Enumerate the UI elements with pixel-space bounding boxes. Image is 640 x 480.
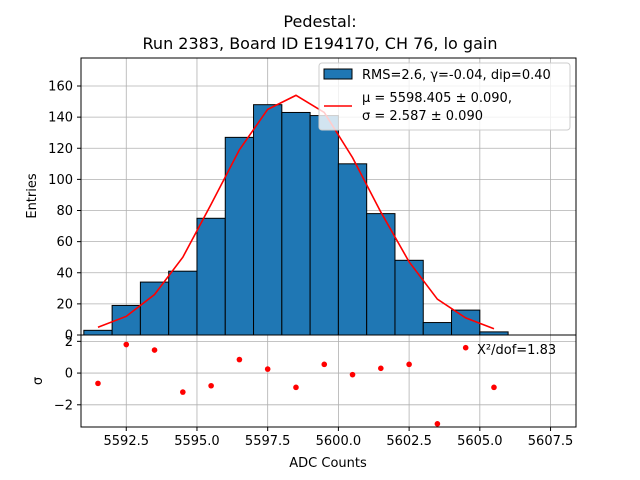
histogram-y-tick-label-1: 20 (56, 297, 73, 312)
residual-point-10 (378, 365, 384, 372)
x-axis-label: ADC Counts (289, 456, 367, 471)
x-tick-label-4: 5602.5 (386, 434, 432, 449)
histogram-bar-4 (196, 217, 226, 336)
histogram-y-tick-label-3: 60 (56, 235, 73, 250)
legend-histogram-label: RMS=2.6, γ=-0.04, dip=0.40 (362, 68, 551, 83)
histogram-y-tick-label-2: 40 (56, 266, 73, 281)
histogram-y-tick-label-7: 140 (48, 111, 73, 126)
residual-point-12 (434, 421, 441, 427)
histogram-y-tick-label-8: 160 (48, 80, 73, 95)
residual-y-axis-label: σ (31, 377, 46, 385)
histogram-y-tick-label-0: 0 (65, 329, 73, 344)
residual-y-ticks: −2 0 2 (54, 335, 81, 413)
histogram-bar-12 (422, 322, 453, 336)
residual-point-7 (293, 384, 299, 391)
residual-point-1 (123, 341, 130, 348)
histogram-bar-11 (394, 259, 424, 336)
x-tick-label-5: 5605.0 (457, 434, 503, 449)
histogram-bar-7 (281, 111, 311, 336)
residual-y-tick-label-0: −2 (54, 398, 73, 413)
residual-y-tick-label-2: 2 (65, 335, 73, 350)
residual-point-4 (208, 382, 214, 389)
residual-point-5 (236, 356, 243, 363)
x-tick-label-3: 5600.0 (316, 434, 362, 449)
residual-y-tick-label-1: 0 (65, 367, 73, 382)
histogram-bar-5 (224, 136, 255, 336)
residual-gridlines (81, 335, 576, 427)
histogram-bars (83, 104, 509, 336)
residual-point-6 (264, 366, 271, 372)
legend-box (318, 62, 571, 131)
legend-histogram-swatch (323, 68, 353, 80)
chart-title-line2: Run 2383, Board ID E194170, CH 76, lo ga… (143, 34, 498, 53)
histogram-y-tick-label-6: 120 (48, 142, 73, 157)
residual-point-2 (151, 347, 158, 353)
residual-point-14 (491, 384, 497, 391)
histogram-bar-2 (139, 281, 170, 336)
x-tick-label-1: 5595.0 (174, 434, 220, 449)
residual-point-3 (180, 389, 186, 395)
legend: RMS=2.6, γ=-0.04, dip=0.40 μ = 5598.405 … (318, 62, 571, 131)
residual-points (95, 341, 497, 427)
histogram-bar-13 (451, 309, 481, 336)
histogram-bar-8 (309, 115, 339, 336)
histogram-y-ticks: 0 20 40 60 80 100 120 140 160 (48, 80, 81, 344)
residual-point-11 (406, 361, 412, 368)
residual-axes-frame (80, 334, 577, 428)
residual-point-9 (349, 371, 356, 378)
histogram-y-axis-label: Entries (25, 173, 40, 219)
histogram-y-tick-label-4: 80 (56, 204, 73, 219)
legend-fit-label-line2: σ = 2.587 ± 0.090 (362, 109, 483, 124)
chi2-annotation: X²/dof=1.83 (477, 343, 556, 358)
residual-point-0 (95, 380, 101, 387)
gaussian-fit-line (97, 94, 495, 330)
x-tick-label-2: 5597.5 (245, 434, 291, 449)
histogram-y-tick-label-5: 100 (48, 173, 73, 188)
histogram-bar-9 (337, 163, 368, 336)
chart-title-line1: Pedestal: (283, 12, 356, 31)
x-tick-label-0: 5592.5 (104, 434, 150, 449)
histogram-bar-10 (366, 213, 396, 336)
histogram-bar-0 (83, 329, 113, 336)
legend-fit-label-line1: μ = 5598.405 ± 0.090, (362, 91, 512, 106)
histogram-bar-3 (168, 270, 198, 336)
histogram-bar-6 (253, 104, 283, 336)
residual-point-8 (321, 361, 328, 368)
residual-point-13 (462, 344, 469, 351)
x-ticks: 5592.5 5595.0 5597.5 5600.0 5602.5 5605.0 5607… (104, 427, 574, 449)
x-tick-label-6: 5607.5 (528, 434, 574, 449)
